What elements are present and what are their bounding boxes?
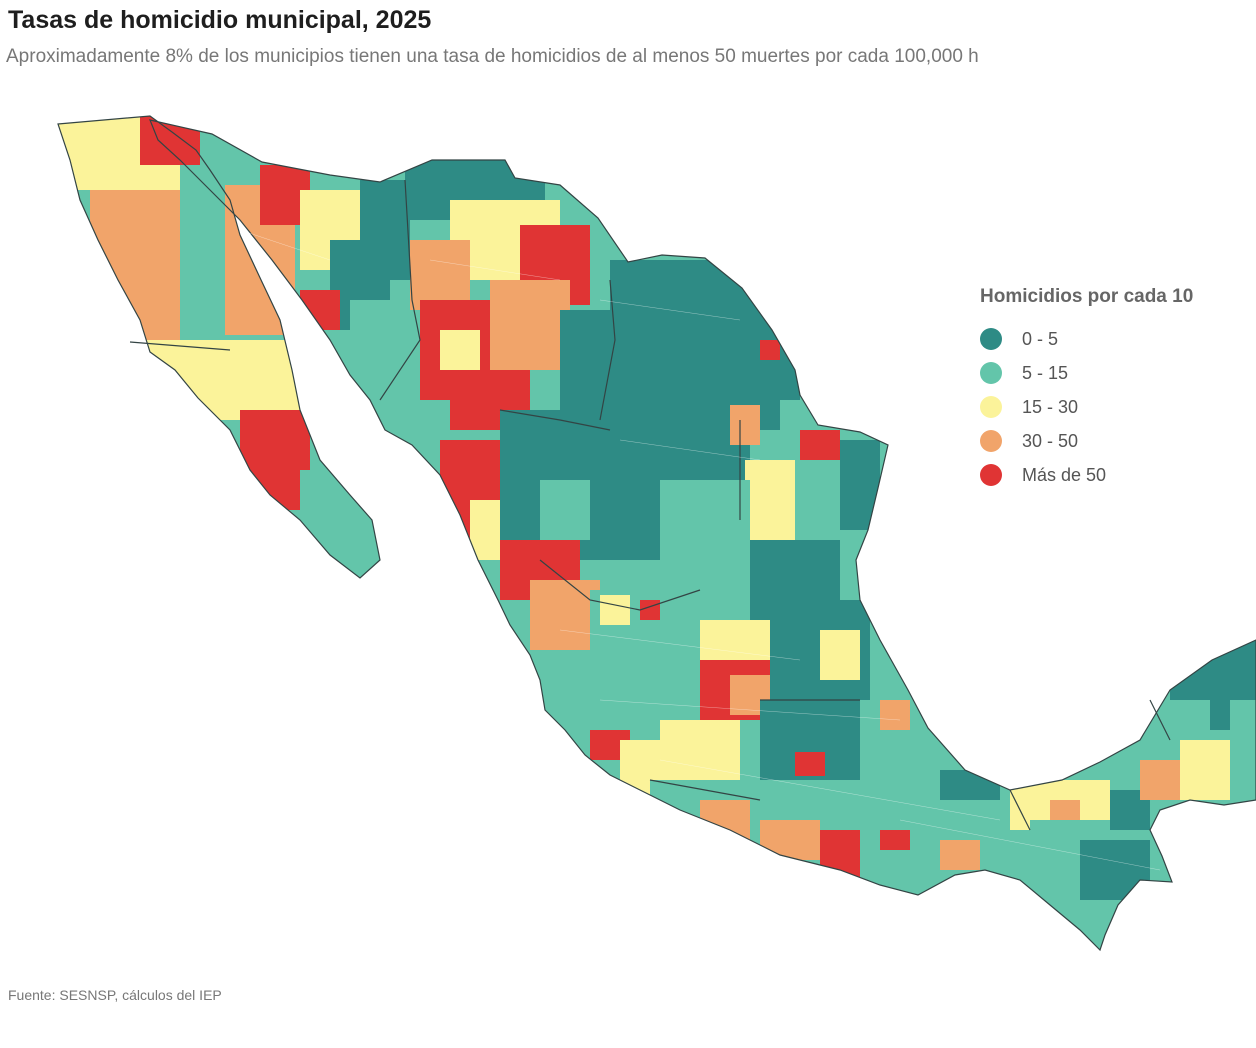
legend-item: 0 - 5 <box>980 322 1256 356</box>
source-note: Fuente: SESNSP, cálculos del IEP <box>8 987 222 1003</box>
legend-item: 30 - 50 <box>980 424 1256 458</box>
legend-swatch <box>980 362 1002 384</box>
legend-title: Homicidios por cada 10 <box>980 286 1194 307</box>
municipal-borders <box>239 229 1161 871</box>
legend-label: 30 - 50 <box>1022 430 1079 451</box>
legend-label: 0 - 5 <box>1022 328 1059 349</box>
state-borders <box>57 115 1256 952</box>
legend-swatch <box>980 464 1002 486</box>
map-subtitle: Aproximadamente 8% de los municipios tie… <box>6 46 979 67</box>
legend-item: Más de 50 <box>980 458 1256 492</box>
legend-swatch <box>980 328 1002 350</box>
map-legend: Homicidios por cada 10 0 - 5 5 - 15 15 -… <box>980 286 1256 492</box>
legend-swatch <box>980 396 1002 418</box>
legend-label: 15 - 30 <box>1022 396 1079 417</box>
legend-item: 15 - 30 <box>980 390 1256 424</box>
municipality-fill-layer <box>58 116 1256 950</box>
legend-label: 5 - 15 <box>1022 362 1069 383</box>
legend-label: Más de 50 <box>1022 464 1107 485</box>
legend-item: 5 - 15 <box>980 356 1256 390</box>
map-title: Tasas de homicidio municipal, 2025 <box>8 6 432 34</box>
legend-swatch <box>980 430 1002 452</box>
